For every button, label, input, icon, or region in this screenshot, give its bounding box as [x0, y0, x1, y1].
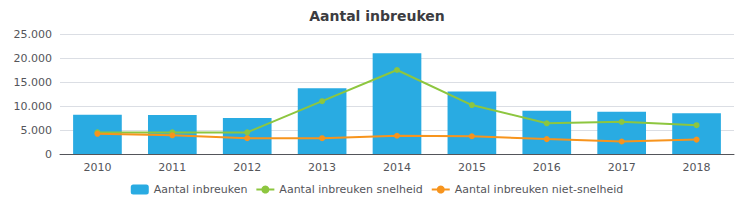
svg-text:2012: 2012 [233, 161, 261, 174]
svg-text:2016: 2016 [533, 161, 561, 174]
svg-text:2014: 2014 [383, 161, 411, 174]
svg-text:2017: 2017 [608, 161, 636, 174]
svg-text:Aantal inbreuken snelheid: Aantal inbreuken snelheid [279, 183, 422, 196]
svg-text:2015: 2015 [458, 161, 486, 174]
svg-text:10.000: 10.000 [14, 100, 53, 113]
svg-text:5.000: 5.000 [21, 124, 53, 137]
svg-text:Aantal inbreuken: Aantal inbreuken [154, 183, 248, 196]
svg-text:0: 0 [45, 148, 52, 161]
svg-text:20.000: 20.000 [14, 52, 53, 65]
svg-text:15.000: 15.000 [14, 76, 53, 89]
svg-text:Aantal inbreuken: Aantal inbreuken [309, 8, 445, 24]
svg-text:25.000: 25.000 [14, 28, 53, 41]
svg-text:2018: 2018 [683, 161, 711, 174]
svg-text:2010: 2010 [83, 161, 111, 174]
svg-text:Aantal inbreuken niet-snelheid: Aantal inbreuken niet-snelheid [455, 183, 623, 196]
svg-text:2013: 2013 [308, 161, 336, 174]
svg-text:2011: 2011 [158, 161, 186, 174]
